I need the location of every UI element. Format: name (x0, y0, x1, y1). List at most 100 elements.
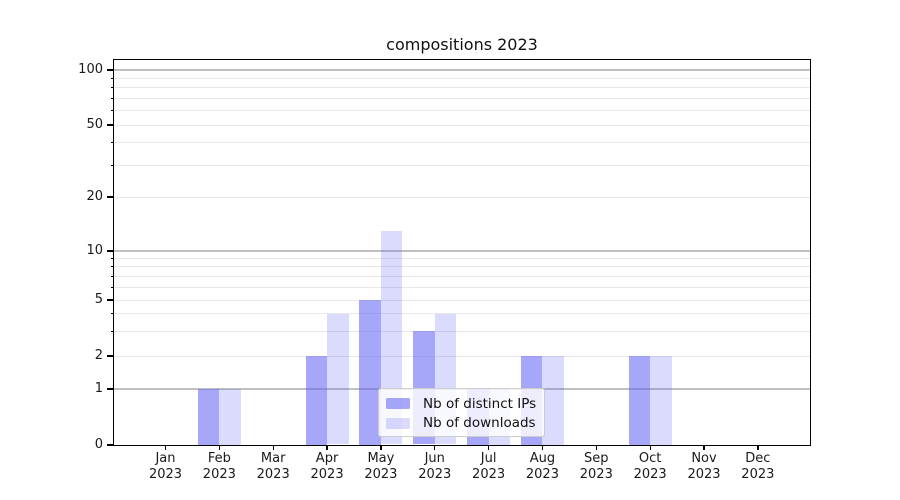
x-tick-year: 2023 (148, 467, 183, 482)
x-tick-year: 2023 (579, 467, 613, 482)
x-tick-mark (272, 445, 274, 450)
x-tick-label-may: May 2023 (349, 451, 413, 483)
gridline-minor (114, 330, 810, 332)
x-tick-year: 2023 (364, 467, 398, 482)
y-tick-mark (107, 444, 114, 446)
gridline-major (114, 69, 810, 71)
x-tick-year: 2023 (418, 467, 452, 482)
x-tick-month: Sep (584, 451, 609, 466)
x-tick-label-oct: Oct 2023 (618, 451, 682, 483)
gridline-minor (114, 97, 810, 99)
y-tick-label: 100 (78, 62, 103, 77)
x-tick-year: 2023 (310, 467, 344, 482)
gridline-major (114, 250, 810, 252)
y-minor-tick-mark (110, 77, 114, 79)
bar-downloads-feb (219, 389, 241, 445)
y-minor-tick-mark (110, 87, 114, 89)
y-tick-mark (107, 196, 114, 198)
x-tick-month: Apr (315, 451, 339, 466)
x-tick-label-feb: Feb 2023 (187, 451, 251, 483)
y-minor-tick-mark (110, 275, 114, 277)
x-tick-month: Nov (691, 451, 717, 466)
gridline-minor (114, 164, 810, 166)
y-tick-label: 50 (86, 117, 103, 132)
chart-title: compositions 2023 (386, 35, 538, 54)
x-tick-month: Feb (207, 451, 231, 466)
gridline-minor (114, 110, 810, 112)
y-tick-mark (107, 299, 114, 301)
x-tick-month: Oct (638, 451, 662, 466)
y-minor-tick-mark (110, 164, 114, 166)
bar-distinct-ips-apr (305, 356, 328, 445)
x-tick-year: 2023 (202, 467, 236, 482)
y-minor-tick-mark (110, 257, 114, 259)
gridline-minor (114, 275, 810, 277)
y-minor-tick-mark (110, 97, 114, 99)
gridline-minor (114, 257, 810, 259)
y-minor-tick-mark (110, 330, 114, 332)
y-tick-label: 10 (86, 243, 103, 258)
y-minor-tick-mark (110, 142, 114, 144)
gridline-minor (114, 313, 810, 315)
y-tick-label: 0 (94, 437, 103, 452)
x-tick-mark (326, 445, 328, 450)
y-tick-label: 5 (94, 292, 103, 307)
legend-row: Nb of downloads (386, 414, 536, 434)
gridline-minor (114, 124, 810, 126)
x-tick-month: Jan (155, 451, 176, 466)
legend-swatch (386, 417, 410, 429)
x-tick-month: Jun (424, 451, 445, 466)
bar-distinct-ips-may (359, 300, 381, 445)
x-tick-month: Dec (745, 451, 771, 466)
y-tick-label: 2 (94, 348, 103, 363)
y-tick-label: 20 (86, 189, 103, 204)
x-tick-label-aug: Aug 2023 (510, 451, 574, 483)
legend: Nb of distinct IPs Nb of downloads (378, 388, 545, 437)
x-tick-mark (703, 445, 705, 450)
bar-downloads-aug (542, 356, 564, 445)
y-minor-tick-mark (110, 313, 114, 315)
x-tick-label-nov: Nov 2023 (672, 451, 736, 483)
y-minor-tick-mark (110, 286, 114, 288)
y-tick-mark (107, 355, 114, 357)
x-tick-mark (595, 445, 597, 450)
x-tick-label-dec: Dec 2023 (726, 451, 790, 483)
bar-downloads-apr (327, 313, 349, 445)
x-tick-mark (757, 445, 759, 450)
y-tick-mark (107, 388, 114, 390)
x-tick-mark (649, 445, 651, 450)
gridline-minor (114, 266, 810, 268)
x-tick-year: 2023 (472, 467, 506, 482)
y-tick-mark (107, 250, 114, 252)
x-tick-mark (434, 445, 436, 450)
legend-row: Nb of distinct IPs (386, 394, 536, 414)
x-tick-year: 2023 (687, 467, 721, 482)
y-tick-label: 1 (94, 381, 103, 396)
x-tick-label-apr: Apr 2023 (295, 451, 359, 483)
x-tick-year: 2023 (741, 467, 775, 482)
x-tick-mark (488, 445, 490, 450)
bar-downloads-oct (650, 356, 672, 445)
x-tick-month: Aug (529, 451, 556, 466)
bar-distinct-ips-feb (197, 389, 220, 445)
x-tick-mark (218, 445, 221, 450)
x-tick-year: 2023 (256, 467, 290, 482)
y-minor-tick-mark (110, 110, 114, 112)
gridline-minor (114, 77, 810, 79)
x-tick-month: Jul (480, 451, 497, 466)
gridline-minor (114, 142, 810, 144)
y-tick-mark (107, 124, 114, 126)
x-tick-month: May (367, 451, 395, 466)
gridline-minor (114, 355, 810, 357)
legend-label: Nb of distinct IPs (423, 395, 537, 412)
x-tick-year: 2023 (525, 467, 559, 482)
bar-distinct-ips-oct (628, 356, 651, 445)
gridline-minor (114, 87, 810, 89)
y-tick-mark (107, 69, 114, 71)
legend-swatch (386, 398, 410, 410)
x-tick-label-jan: Jan 2023 (134, 451, 198, 483)
gridline-minor (114, 299, 810, 301)
gridline-minor (114, 196, 810, 198)
legend-label: Nb of downloads (423, 415, 536, 432)
